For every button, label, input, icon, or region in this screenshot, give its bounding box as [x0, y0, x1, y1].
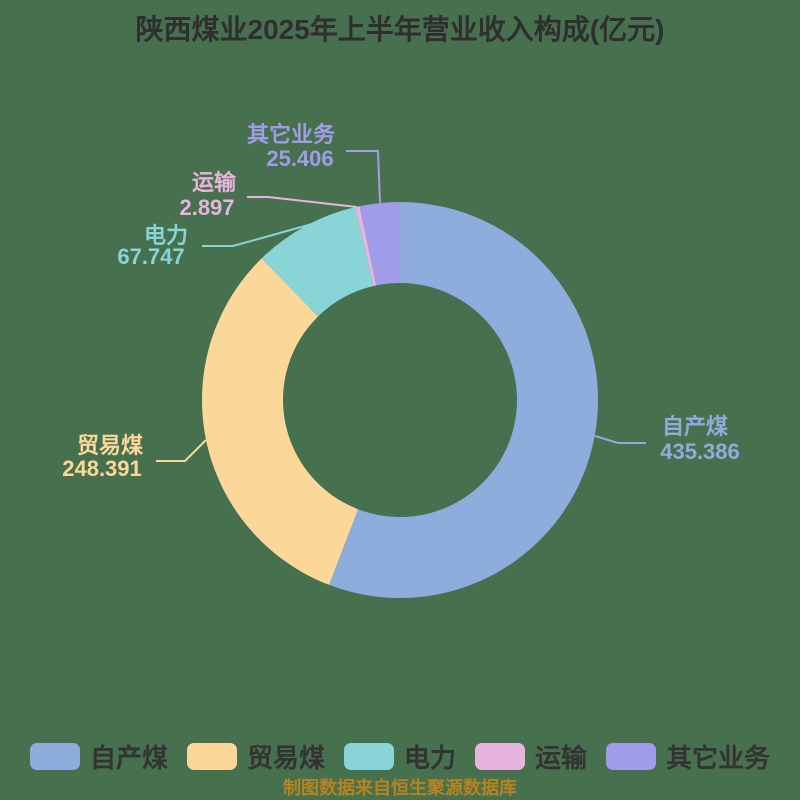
- label-leader-line-0: [594, 435, 646, 444]
- pie-slice-0[interactable]: [329, 202, 598, 598]
- legend-swatch-1: [186, 743, 237, 770]
- pie-slice-4[interactable]: [359, 201, 400, 286]
- legend-item-1[interactable]: 贸易煤: [186, 738, 325, 775]
- slice-label-name-0: 自产煤: [662, 414, 728, 439]
- legend-item-2[interactable]: 电力: [343, 738, 456, 775]
- legend-label-1: 贸易煤: [246, 743, 325, 773]
- chart-title: 陕西煤业2025年上半年营业收入构成(亿元): [135, 14, 665, 45]
- legend-item-3[interactable]: 运输: [475, 738, 587, 775]
- legend-item-4[interactable]: 其它业务: [606, 738, 770, 775]
- slice-label-value-3: 2.897: [179, 195, 234, 220]
- legend-swatch-2: [343, 743, 394, 770]
- legend: 自产煤 贸易煤 电力 运输 其它业务: [0, 738, 800, 775]
- slice-label-value-1: 248.391: [62, 456, 142, 481]
- legend-item-0[interactable]: 自产煤: [29, 738, 168, 775]
- legend-swatch-0: [29, 743, 80, 770]
- slice-label-name-2: 电力: [144, 223, 188, 248]
- legend-label-2: 电力: [403, 743, 456, 773]
- slice-label-name-3: 运输: [192, 170, 237, 195]
- legend-swatch-3: [475, 743, 525, 770]
- label-leader-line-3: [247, 196, 358, 208]
- legend-label-4: 其它业务: [666, 743, 771, 773]
- pie-slice-2[interactable]: [261, 207, 374, 317]
- label-leader-line-4: [346, 150, 381, 204]
- legend-label-0: 自产煤: [89, 743, 168, 773]
- slice-label-value-0: 435.386: [660, 439, 740, 464]
- pie-slice-1[interactable]: [201, 258, 359, 585]
- label-leader-line-1: [156, 439, 207, 462]
- legend-swatch-4: [606, 743, 657, 770]
- slice-label-value-2: 67.747: [117, 244, 184, 269]
- label-leader-line-2: [202, 218, 331, 247]
- pie-slice-3[interactable]: [355, 206, 377, 287]
- footer-source-note: 制图数据来自恒生聚源数据库: [283, 778, 517, 798]
- legend-label-3: 运输: [535, 743, 588, 773]
- slice-label-name-1: 贸易煤: [77, 433, 143, 458]
- slice-label-name-4: 其它业务: [247, 122, 336, 147]
- slice-label-value-4: 25.406: [266, 146, 333, 171]
